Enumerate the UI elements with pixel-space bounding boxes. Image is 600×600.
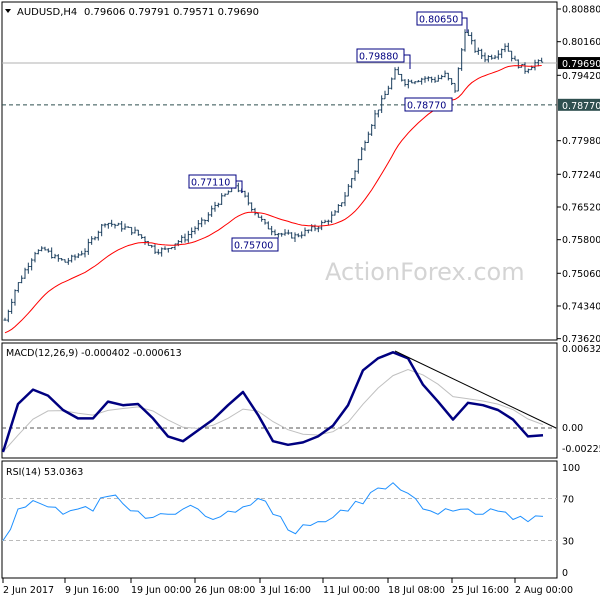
macd-tick-label: 0.006326 bbox=[562, 344, 600, 355]
rsi-tick-label: 0 bbox=[562, 568, 568, 579]
y-tick-label: 0.80160 bbox=[562, 37, 600, 48]
level-price-label: 0.78770 bbox=[562, 101, 600, 112]
annotation-box bbox=[404, 97, 453, 112]
rsi-tick-label: 30 bbox=[562, 537, 574, 548]
price-pane-frame bbox=[1, 1, 558, 341]
y-tick-label: 0.75060 bbox=[562, 269, 600, 280]
current-price-label: 0.79690 bbox=[562, 59, 600, 70]
x-tick-label: 26 Jun 08:00 bbox=[195, 585, 255, 596]
annotation-label: 0.80650 bbox=[419, 15, 458, 26]
rsi-line bbox=[2, 482, 544, 541]
annotation-connector bbox=[462, 17, 468, 32]
macd-pane-frame bbox=[1, 342, 558, 459]
rsi-pane-frame bbox=[1, 460, 558, 579]
x-tick-label: 2 Jun 2017 bbox=[3, 585, 54, 596]
collapse-triangle-icon bbox=[5, 9, 11, 13]
x-tick-label: 18 Jul 08:00 bbox=[388, 585, 445, 596]
x-tick-label: 25 Jul 16:00 bbox=[452, 585, 509, 596]
x-tick-label: 2 Aug 00:00 bbox=[515, 585, 573, 596]
y-tick-label: 0.79420 bbox=[562, 71, 600, 82]
annotation-box bbox=[231, 237, 279, 252]
annotation-label: 0.78770 bbox=[407, 101, 446, 112]
x-tick-label: 19 Jun 00:00 bbox=[131, 585, 191, 596]
moving-average-line bbox=[4, 65, 542, 334]
annotation-connector bbox=[236, 180, 243, 193]
macd-title: MACD(12,26,9) -0.000402 -0.000613 bbox=[6, 348, 182, 359]
rsi-tick-label: 70 bbox=[562, 495, 574, 506]
annotation-label: 0.75700 bbox=[234, 241, 273, 252]
y-tick-label: 0.74340 bbox=[562, 301, 600, 312]
annotation-label: 0.79880 bbox=[359, 52, 398, 63]
annotation-label: 0.77110 bbox=[191, 178, 230, 189]
x-tick-label: 3 Jul 16:00 bbox=[260, 585, 311, 596]
macd-signal-line bbox=[2, 368, 544, 453]
y-tick-label: 0.77240 bbox=[562, 170, 600, 181]
y-tick-label: 0.73620 bbox=[562, 334, 600, 345]
current-price-badge bbox=[558, 57, 600, 70]
y-tick-label: 0.75800 bbox=[562, 235, 600, 246]
macd-line bbox=[1, 351, 544, 453]
symbol-header: AUDUSD,H4 bbox=[17, 7, 77, 18]
y-tick-label: 0.80880 bbox=[562, 5, 600, 16]
rsi-tick-label: 100 bbox=[562, 463, 580, 474]
macd-tick-label: -0.002253 bbox=[562, 444, 600, 455]
watermark: ActionForex.com bbox=[325, 258, 525, 286]
y-tick-label: 0.76520 bbox=[562, 202, 600, 213]
level-price-badge bbox=[558, 98, 600, 111]
y-tick-label: 0.77980 bbox=[562, 136, 600, 147]
macd-trendline bbox=[394, 350, 557, 429]
annotation-connector bbox=[404, 54, 411, 69]
x-tick-label: 11 Jul 00:00 bbox=[323, 585, 380, 596]
rsi-title: RSI(14) 53.0363 bbox=[6, 467, 83, 478]
x-tick-label: 9 Jun 16:00 bbox=[65, 585, 119, 596]
ohlc-readout: 0.79606 0.79791 0.79571 0.79690 bbox=[84, 7, 259, 18]
macd-tick-label: 0.00 bbox=[562, 423, 583, 434]
